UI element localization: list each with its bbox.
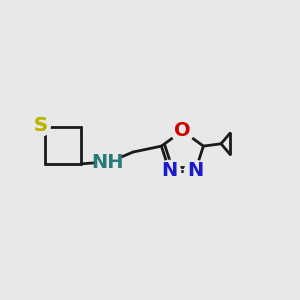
Text: NH: NH [92, 153, 124, 172]
Text: O: O [174, 122, 191, 140]
Text: N: N [161, 161, 178, 180]
Text: N: N [187, 161, 203, 180]
Text: S: S [34, 116, 47, 135]
Text: S: S [34, 116, 47, 135]
